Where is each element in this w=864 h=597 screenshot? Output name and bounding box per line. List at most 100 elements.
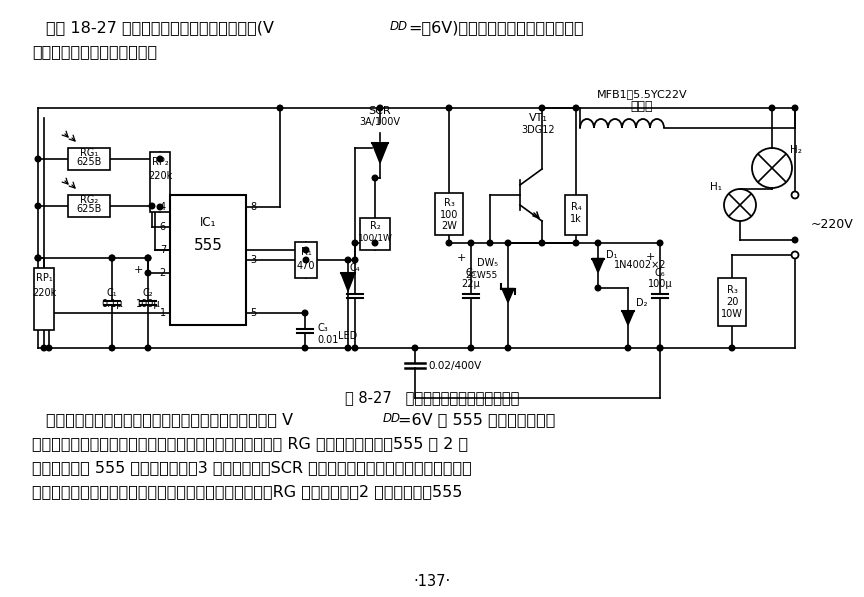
Circle shape <box>353 345 358 351</box>
Circle shape <box>303 247 308 253</box>
Circle shape <box>539 105 545 111</box>
Text: 220k: 220k <box>148 171 172 181</box>
Circle shape <box>149 203 155 209</box>
Circle shape <box>658 240 663 246</box>
Text: H₂: H₂ <box>790 145 802 155</box>
Circle shape <box>109 255 115 261</box>
Text: RP₁: RP₁ <box>35 273 53 283</box>
Text: 5: 5 <box>250 308 257 318</box>
Circle shape <box>157 204 162 210</box>
Text: DD: DD <box>390 20 408 33</box>
Text: +: + <box>456 253 466 263</box>
Text: H₁: H₁ <box>710 182 722 192</box>
Text: =＋6V)、光电控制单稳定时、触发控: =＋6V)、光电控制单稳定时、触发控 <box>408 20 583 35</box>
Text: 大，喷嘴喷出水雾降尘。若有人或车经过，将光线遮蔽，RG 无光呼高阵，2 脚为低电平，555: 大，喷嘴喷出水雾降尘。若有人或车经过，将光线遮蔽，RG 无光呼高阵，2 脚为低电… <box>32 484 462 499</box>
Text: 3DG12: 3DG12 <box>521 125 555 135</box>
Circle shape <box>145 255 151 261</box>
Text: 555: 555 <box>194 238 222 253</box>
Circle shape <box>145 345 151 351</box>
Circle shape <box>302 310 308 316</box>
Circle shape <box>109 255 115 261</box>
Circle shape <box>595 285 600 291</box>
Text: 2W: 2W <box>441 221 457 231</box>
Circle shape <box>792 105 797 111</box>
Circle shape <box>658 345 663 351</box>
Text: 电磁阀: 电磁阀 <box>631 100 653 112</box>
Circle shape <box>792 237 797 243</box>
Text: 图 8-27   矿井除尘延时光电控制器电路: 图 8-27 矿井除尘延时光电控制器电路 <box>345 390 519 405</box>
Polygon shape <box>622 311 634 325</box>
Text: R₁: R₁ <box>301 247 311 257</box>
Text: MFB1－5.5YC22V: MFB1－5.5YC22V <box>597 89 688 99</box>
Circle shape <box>573 105 579 111</box>
Circle shape <box>277 105 283 111</box>
Polygon shape <box>592 259 604 272</box>
Bar <box>360 218 390 250</box>
Text: 7: 7 <box>160 245 166 255</box>
Text: RP₂: RP₂ <box>151 157 168 167</box>
Bar <box>34 268 54 330</box>
Text: C₆: C₆ <box>655 268 665 278</box>
Text: SCR: SCR <box>369 106 391 116</box>
Text: R₄: R₄ <box>570 202 581 212</box>
Text: 呼高电平，使 555 处于复位状态，3 脚为低电平，SCR 阵断，电磁阀开关闭，水幕喷雾管内压: 呼高电平，使 555 处于复位状态，3 脚为低电平，SCR 阵断，电磁阀开关闭，… <box>32 460 472 475</box>
Circle shape <box>35 255 41 261</box>
Text: VT₁: VT₁ <box>529 113 548 123</box>
Bar <box>718 278 746 326</box>
Circle shape <box>468 345 473 351</box>
Circle shape <box>109 345 115 351</box>
Bar <box>565 195 587 235</box>
Text: 20: 20 <box>726 297 738 307</box>
Circle shape <box>346 257 351 263</box>
Circle shape <box>346 345 351 351</box>
Text: 1k: 1k <box>570 214 581 224</box>
Text: 电路等。用于井下水幕除尘。: 电路等。用于井下水幕除尘。 <box>32 44 157 59</box>
Text: C₁: C₁ <box>106 288 118 298</box>
Circle shape <box>372 175 378 181</box>
Polygon shape <box>502 288 514 303</box>
Text: 100: 100 <box>440 210 458 220</box>
Text: 625B: 625B <box>76 204 102 214</box>
Text: 0.01: 0.01 <box>317 335 339 345</box>
Text: ·137·: ·137· <box>413 574 451 589</box>
Text: D₁: D₁ <box>606 250 618 260</box>
Circle shape <box>791 251 798 259</box>
Text: ~220V: ~220V <box>811 219 854 232</box>
Circle shape <box>302 345 308 351</box>
Circle shape <box>505 345 511 351</box>
Circle shape <box>46 345 52 351</box>
Text: C₂: C₂ <box>143 288 153 298</box>
Circle shape <box>145 270 151 276</box>
Circle shape <box>505 240 511 246</box>
Circle shape <box>41 345 47 351</box>
Bar <box>68 195 110 217</box>
Circle shape <box>791 192 798 198</box>
Text: 2: 2 <box>160 268 166 278</box>
Circle shape <box>468 240 473 246</box>
Text: R₃: R₃ <box>443 198 454 208</box>
Text: 100μ: 100μ <box>648 279 672 289</box>
Text: 4: 4 <box>160 202 166 212</box>
Text: 625B: 625B <box>76 157 102 167</box>
Circle shape <box>35 156 41 162</box>
Text: 的发光又作为光电控制器的光源。通电后，灯亮，光敏电阵 RG 受光照后呼低阵，555 的 2 脚: 的发光又作为光电控制器的光源。通电后，灯亮，光敏电阵 RG 受光照后呼低阵，55… <box>32 436 468 451</box>
Text: IC₁: IC₁ <box>200 217 216 229</box>
Text: DD: DD <box>383 412 401 425</box>
Text: R₂: R₂ <box>370 221 380 231</box>
Text: R₃: R₃ <box>727 285 738 295</box>
Text: 电源由并联的两支灯泡降压后，再进行整流稳压，输出 V: 电源由并联的两支灯泡降压后，再进行整流稳压，输出 V <box>46 412 293 427</box>
Text: 3: 3 <box>250 255 256 265</box>
Text: 如图 18-27 所示，该控制器包括降压稳压源(V: 如图 18-27 所示，该控制器包括降压稳压源(V <box>46 20 274 35</box>
Circle shape <box>446 240 452 246</box>
Text: +: + <box>133 265 143 275</box>
Text: RG₂: RG₂ <box>79 195 98 205</box>
Text: 6: 6 <box>160 222 166 232</box>
Circle shape <box>412 345 418 351</box>
Circle shape <box>35 255 41 261</box>
Circle shape <box>539 240 545 246</box>
Circle shape <box>446 105 452 111</box>
Polygon shape <box>372 143 388 163</box>
Text: D₂: D₂ <box>636 298 647 308</box>
Circle shape <box>729 345 734 351</box>
Bar <box>150 152 170 212</box>
